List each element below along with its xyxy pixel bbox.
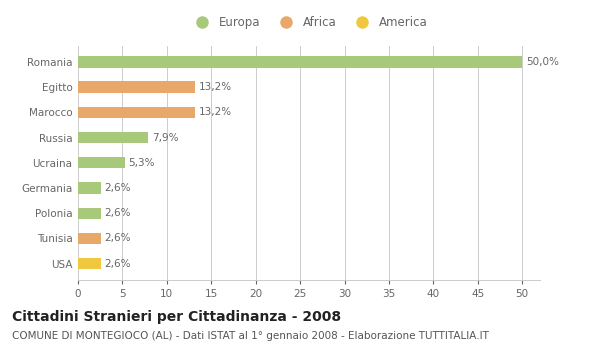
Text: 7,9%: 7,9%	[152, 133, 178, 142]
Bar	[78, 182, 101, 194]
Bar	[78, 208, 101, 219]
Text: 2,6%: 2,6%	[104, 183, 131, 193]
Bar	[78, 107, 195, 118]
Bar	[78, 258, 101, 270]
Text: 2,6%: 2,6%	[104, 208, 131, 218]
Text: 2,6%: 2,6%	[104, 259, 131, 269]
Bar	[78, 157, 125, 168]
Text: 2,6%: 2,6%	[104, 233, 131, 244]
Text: 50,0%: 50,0%	[526, 57, 559, 67]
Text: Cittadini Stranieri per Cittadinanza - 2008: Cittadini Stranieri per Cittadinanza - 2…	[12, 310, 341, 324]
Bar	[78, 233, 101, 244]
Text: COMUNE DI MONTEGIOCO (AL) - Dati ISTAT al 1° gennaio 2008 - Elaborazione TUTTITA: COMUNE DI MONTEGIOCO (AL) - Dati ISTAT a…	[12, 331, 489, 341]
Text: 5,3%: 5,3%	[128, 158, 155, 168]
Bar	[78, 56, 522, 68]
Text: 13,2%: 13,2%	[199, 107, 232, 117]
Legend: Europa, Africa, America: Europa, Africa, America	[185, 12, 433, 34]
Text: 13,2%: 13,2%	[199, 82, 232, 92]
Bar	[78, 132, 148, 143]
Bar	[78, 82, 195, 93]
